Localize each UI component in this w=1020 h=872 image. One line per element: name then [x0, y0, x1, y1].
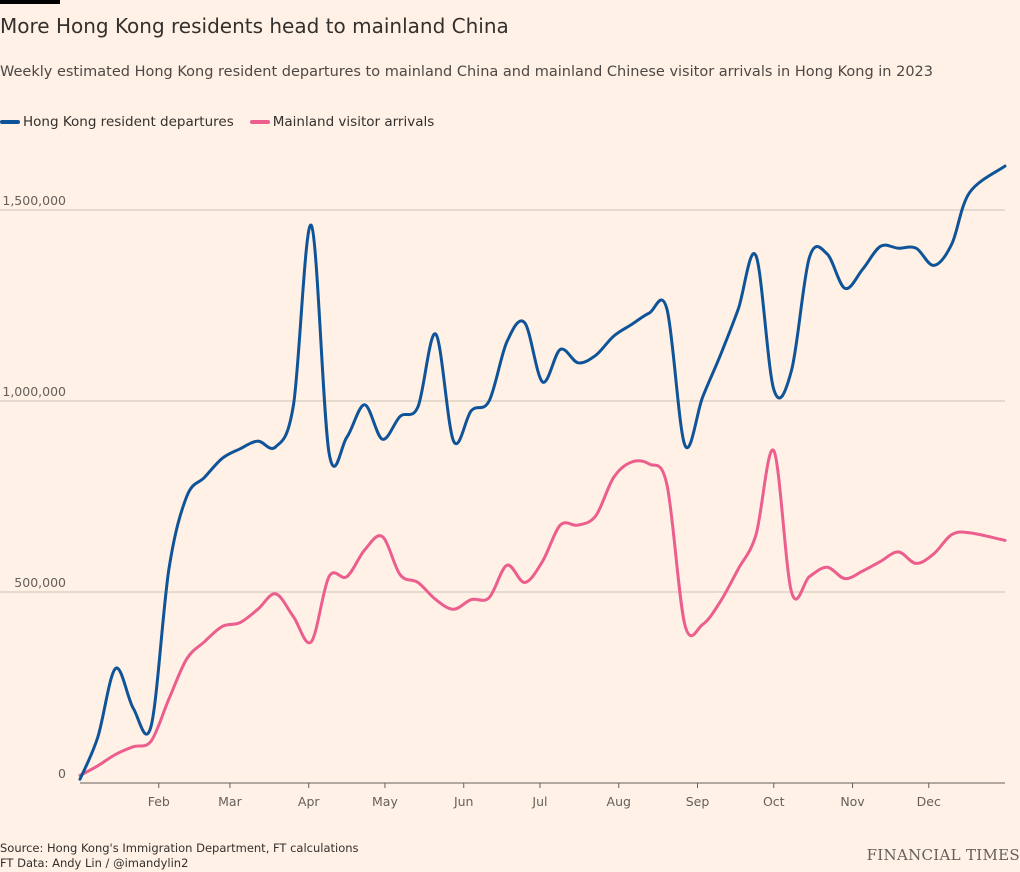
legend-label-mainland-arrivals: Mainland visitor arrivals — [272, 114, 435, 130]
credit-text: FT Data: Andy Lin / @imandylin2 — [0, 856, 189, 870]
x-tick-label: May — [372, 794, 398, 809]
source-text: Source: Hong Kong's Immigration Departme… — [0, 841, 359, 855]
chart-title: More Hong Kong residents head to mainlan… — [0, 14, 509, 38]
legend-item-hk-departures: Hong Kong resident departures — [0, 114, 234, 130]
chart-subtitle: Weekly estimated Hong Kong resident depa… — [0, 64, 934, 80]
legend-item-mainland-arrivals: Mainland visitor arrivals — [249, 114, 435, 130]
series-line-mainland-arrivals — [78, 448, 1007, 777]
source-note: Source: Hong Kong's Immigration Departme… — [0, 841, 359, 871]
legend-swatch-hk-departures — [0, 120, 20, 124]
y-tick-label: 500,000 — [14, 575, 66, 590]
x-tick-label: Jul — [531, 794, 547, 809]
x-tick-label: Nov — [840, 794, 865, 809]
y-tick-label: 0 — [58, 766, 66, 781]
x-tick-label: Aug — [607, 794, 631, 809]
legend-label-hk-departures: Hong Kong resident departures — [23, 114, 234, 130]
x-tick-label: Feb — [148, 794, 170, 809]
series-line-hk-departures — [78, 164, 1007, 781]
x-tick-label: Sep — [686, 794, 710, 809]
x-tick-label: Mar — [218, 794, 242, 809]
x-tick-label: Jun — [453, 794, 474, 809]
legend-swatch-mainland-arrivals — [249, 120, 270, 124]
x-tick-label: Apr — [298, 794, 320, 809]
y-tick-label: 1,000,000 — [2, 384, 66, 399]
brand-accent-bar — [0, 0, 60, 4]
chart-legend: Hong Kong resident departures Mainland v… — [0, 114, 450, 130]
y-tick-label: 1,500,000 — [2, 193, 66, 208]
x-tick-label: Dec — [917, 794, 941, 809]
ft-logo: FINANCIAL TIMES — [866, 846, 1020, 864]
x-tick-label: Oct — [763, 794, 785, 809]
